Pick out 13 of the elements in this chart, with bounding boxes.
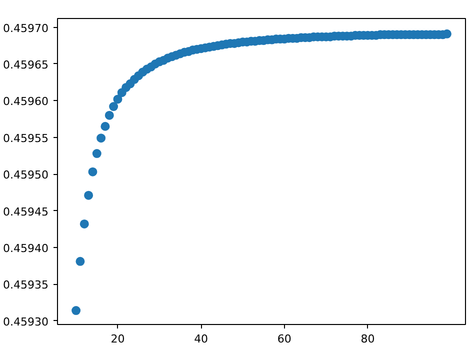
x-tick-label: 20 <box>110 332 125 345</box>
y-tick-label: 0.45935 <box>3 278 49 292</box>
y-tick-label: 0.45945 <box>3 205 49 218</box>
y-tick-label: 0.45960 <box>3 95 49 108</box>
y-tick-label: 0.45965 <box>3 58 49 72</box>
y-tick-label: 0.45950 <box>3 168 49 182</box>
y-tick-label: 0.45955 <box>3 132 49 145</box>
x-tick-label: 80 <box>360 332 375 345</box>
x-tick-label: 60 <box>277 332 292 345</box>
x-tick-label: 40 <box>194 332 208 345</box>
y-tick-label: 0.45930 <box>3 315 49 328</box>
y-tick-label: 0.45940 <box>3 242 49 255</box>
y-tick-label: 0.45970 <box>3 22 49 35</box>
